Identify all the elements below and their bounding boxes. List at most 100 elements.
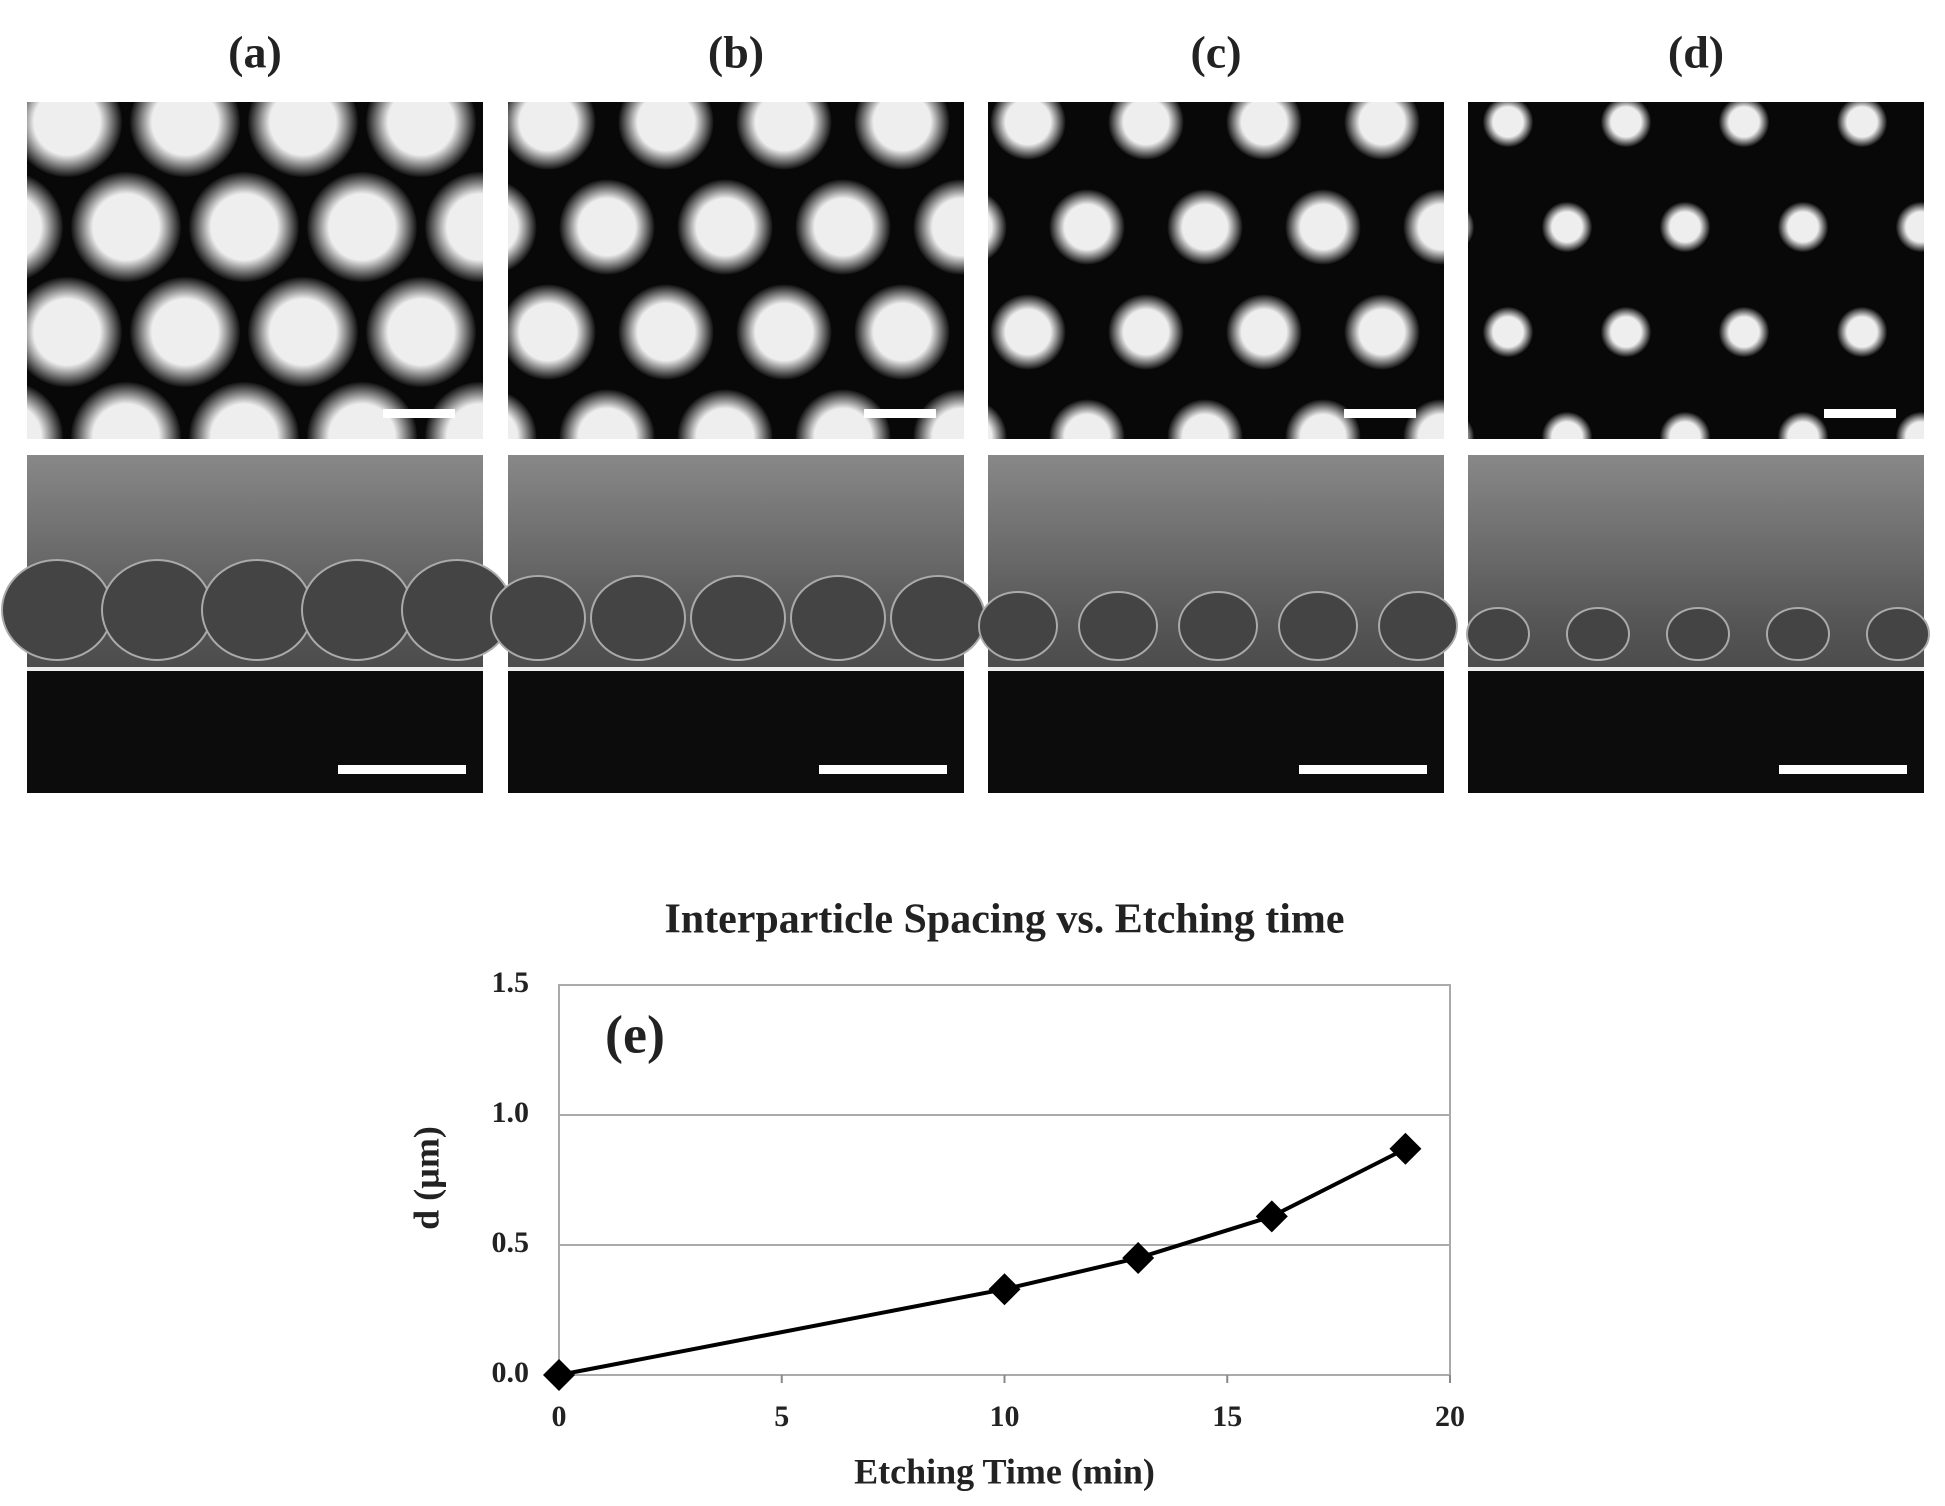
particle: [1344, 102, 1420, 160]
x-axis-label: Etching Time (min): [854, 1451, 1155, 1491]
particle: [27, 102, 122, 177]
sem-top-view: [1468, 0, 1924, 439]
scale-bar: [1344, 409, 1416, 418]
particle: [590, 575, 686, 661]
particle: [189, 382, 299, 439]
particle: [736, 102, 832, 170]
particle: [1167, 189, 1243, 265]
particle: [618, 284, 714, 380]
data-point: [543, 1359, 575, 1391]
particle: [1837, 102, 1887, 147]
particle: [1278, 591, 1358, 661]
particle: [990, 102, 1066, 160]
sem-cross-section: [490, 455, 986, 793]
scale-bar: [864, 409, 936, 418]
particle: [560, 0, 655, 65]
x-tick-label: 10: [990, 1400, 1020, 1433]
particles: [1468, 0, 1924, 439]
particle: [508, 393, 537, 439]
panel-label: (d): [1668, 27, 1724, 78]
sem-top-view: [932, 0, 1479, 439]
particle: [1837, 307, 1887, 357]
particle: [1660, 202, 1710, 252]
particle: [1049, 189, 1125, 265]
chart-title: Interparticle Spacing vs. Etching time: [664, 897, 1344, 943]
particle: [796, 0, 891, 65]
particle: [1660, 412, 1710, 439]
particle: [1483, 307, 1533, 357]
particle: [988, 404, 1007, 439]
particle: [490, 575, 586, 661]
particle: [795, 179, 891, 275]
data-point: [1389, 1132, 1422, 1165]
particle: [1766, 607, 1830, 661]
substrate: [1468, 670, 1924, 793]
particle: [988, 194, 1007, 260]
particle: [366, 277, 476, 387]
particle: [1078, 591, 1158, 661]
particle: [366, 102, 476, 177]
particle: [618, 102, 714, 170]
particle: [248, 102, 358, 177]
particle: [914, 0, 1009, 65]
particle: [1032, 0, 1127, 65]
particle: [27, 175, 63, 279]
particle: [0, 67, 4, 177]
particle: [1542, 412, 1592, 439]
particle: [978, 591, 1058, 661]
particle: [690, 575, 786, 661]
x-tick-label: 15: [1212, 1400, 1242, 1433]
particles: [508, 0, 1127, 439]
particle: [736, 284, 832, 380]
particle: [1285, 399, 1361, 439]
particle: [1542, 0, 1592, 42]
scale-bar: [1824, 409, 1896, 418]
plot-area: [558, 984, 1451, 1376]
particle: [932, 0, 1007, 55]
particle: [71, 172, 181, 282]
particle: [307, 382, 417, 439]
x-tick-label: 0: [552, 1400, 567, 1433]
particle: [913, 179, 964, 275]
data-point: [1255, 1200, 1288, 1233]
scale-bar: [1779, 765, 1907, 774]
particle: [508, 183, 537, 271]
particle: [1, 559, 113, 661]
particle: [1404, 0, 1479, 55]
particle: [1050, 0, 1125, 55]
substrate: [988, 670, 1444, 793]
particle: [1285, 189, 1361, 265]
particle: [0, 0, 63, 72]
sem-background: [988, 102, 1444, 439]
particle: [0, 277, 4, 387]
particle: [890, 575, 986, 661]
particle: [71, 0, 181, 72]
panel-label: (b): [708, 27, 764, 78]
particle: [1778, 202, 1828, 252]
particle: [795, 389, 891, 439]
particles: [0, 0, 653, 439]
particle: [307, 172, 417, 282]
y-tick-label: 0.0: [492, 1356, 530, 1389]
sem-cross-section: [1, 455, 513, 793]
particle: [1466, 607, 1530, 661]
particle: [1378, 591, 1458, 661]
particle: [1286, 0, 1361, 55]
particle: [990, 294, 1066, 370]
scale-bar: [338, 765, 466, 774]
particle: [1483, 102, 1533, 147]
particle: [1896, 202, 1924, 252]
data-point: [988, 1273, 1021, 1306]
sem-background: [1468, 102, 1924, 439]
interface-line: [508, 667, 964, 671]
interface-line: [27, 667, 483, 671]
particle: [1566, 607, 1630, 661]
y-tick-label: 1.5: [492, 966, 530, 999]
particle: [1226, 294, 1302, 370]
particle: [543, 0, 653, 72]
particle: [1778, 412, 1828, 439]
particle: [1167, 399, 1243, 439]
x-tick-label: 5: [774, 1400, 789, 1433]
particle: [425, 172, 483, 282]
y-axis-label: d (µm): [406, 1126, 446, 1230]
